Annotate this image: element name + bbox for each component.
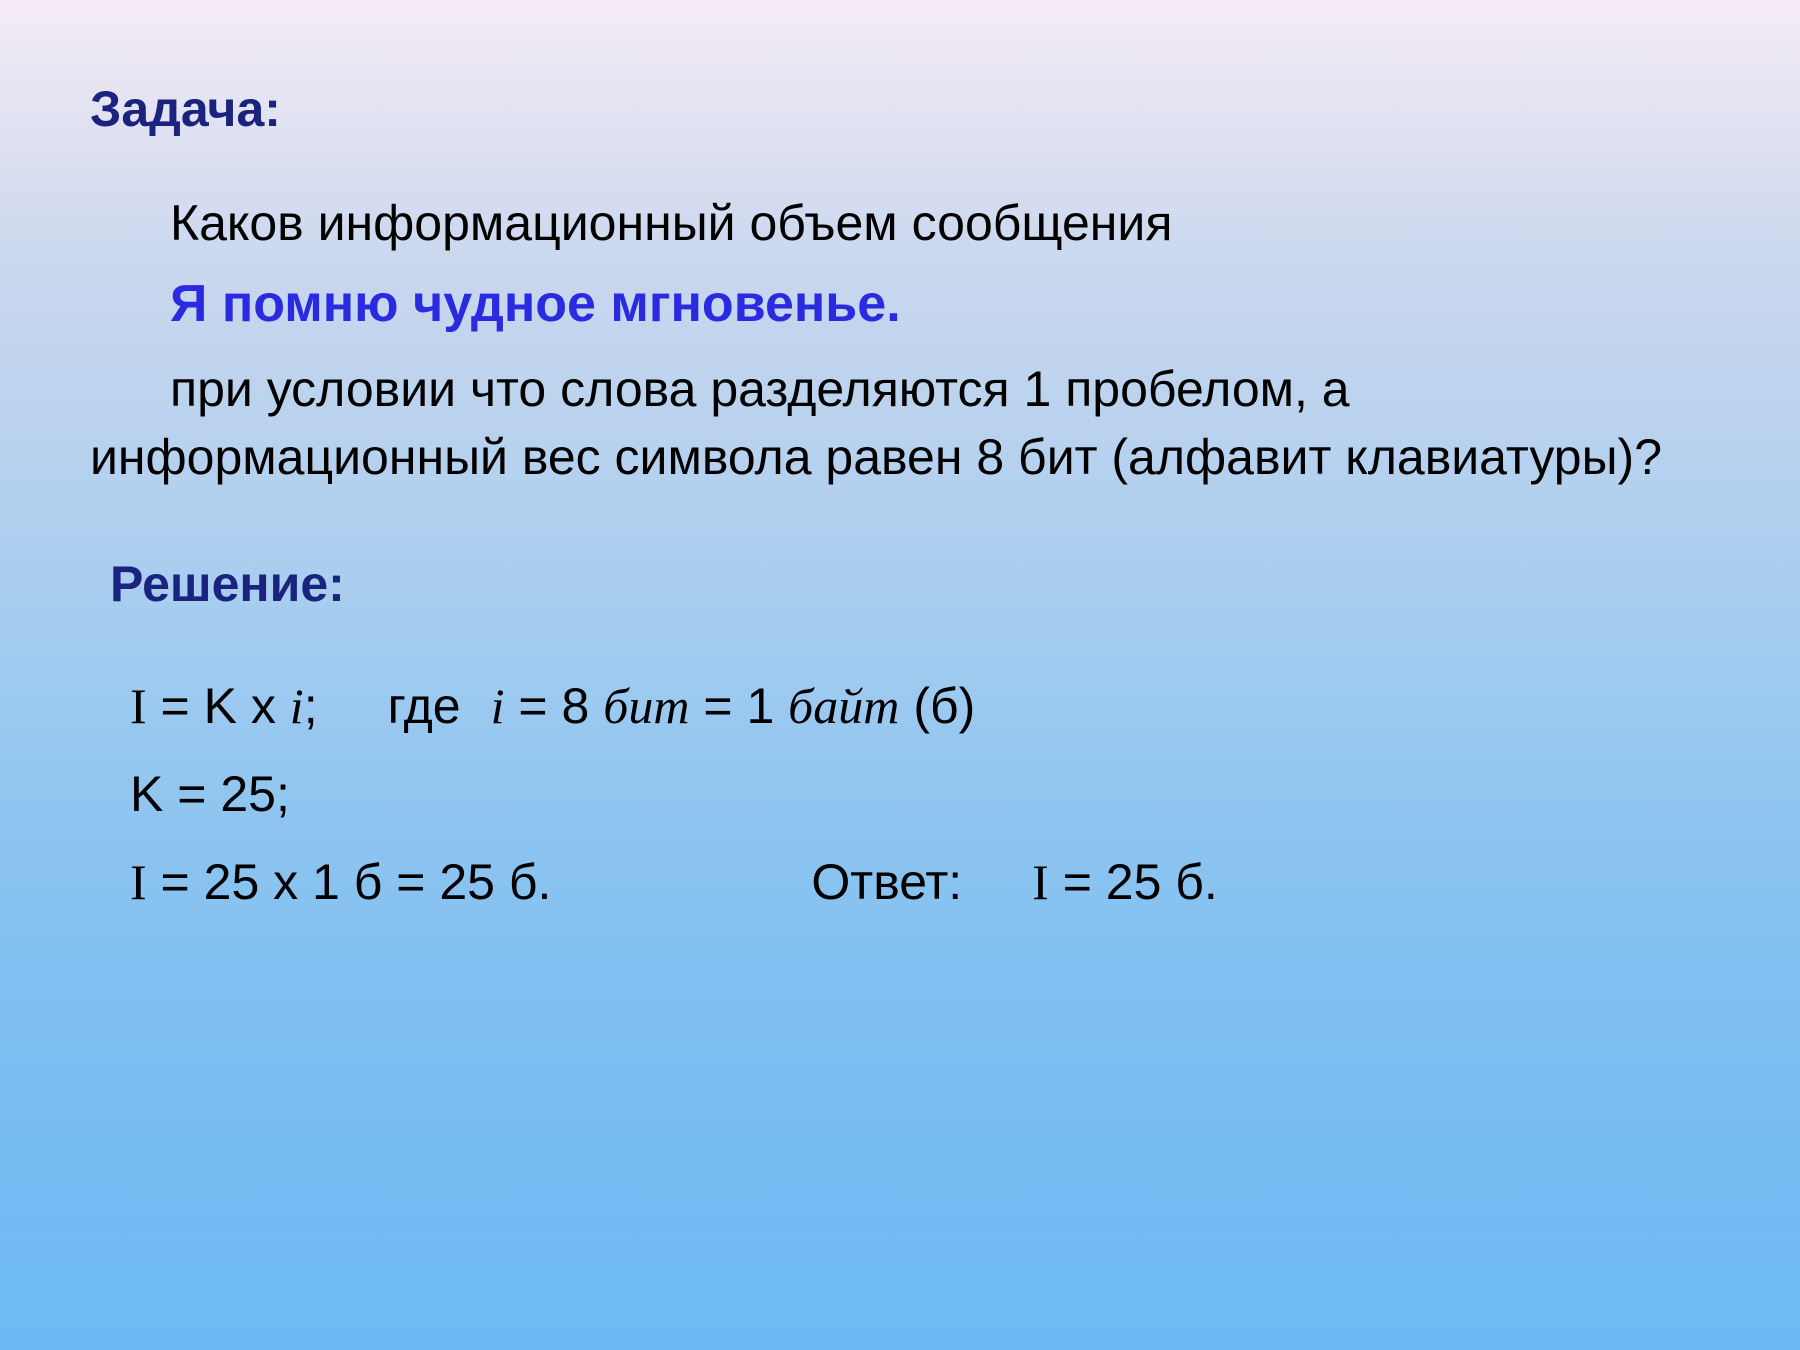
- var-i-2: i: [491, 678, 505, 734]
- var-I-2: I: [130, 854, 147, 910]
- answer-label: Ответ:: [811, 853, 962, 911]
- question-line-2: при условии что слова разделяются 1 проб…: [90, 356, 1710, 491]
- question-part2-indent: при условии что слова разделяются 1 проб…: [170, 361, 1350, 417]
- solution-line-1: I = K x i;гдеi = 8 бит = 1 байт (б): [130, 677, 1710, 735]
- eq-2: =: [504, 678, 561, 734]
- solution-block: I = K x i;гдеi = 8 бит = 1 байт (б) K = …: [130, 677, 1710, 911]
- quoted-message: Я помню чудное мгновенье.: [170, 274, 1710, 334]
- eq-Kx: = K x: [147, 678, 290, 734]
- val-8: 8: [561, 678, 589, 734]
- unit-bit: бит: [603, 678, 689, 734]
- val-1: 1: [746, 678, 774, 734]
- solution-line-2: K = 25;: [130, 765, 1710, 823]
- solution-line-3: I = 25 x 1 б = 25 б. Ответ: I = 25 б.: [130, 853, 1710, 911]
- question-line-1: Каков информационный объем сообщения: [170, 194, 1710, 252]
- solution-heading: Решение:: [110, 555, 1710, 613]
- task-heading: Задача:: [90, 80, 1710, 138]
- var-I: I: [130, 678, 147, 734]
- eq-3: =: [689, 678, 746, 734]
- answer-value: = 25 б.: [1049, 854, 1218, 910]
- paren-b: (б): [899, 678, 975, 734]
- slide: Задача: Каков информационный объем сообщ…: [0, 0, 1800, 1350]
- problem-block: Каков информационный объем сообщения Я п…: [90, 194, 1710, 491]
- question-part2-rest: информационный вес символа равен 8 бит (…: [90, 429, 1662, 485]
- where-label: где: [388, 678, 461, 734]
- calc-rest: = 25 x 1 б = 25 б.: [147, 854, 552, 910]
- var-i-1: i: [290, 678, 304, 734]
- unit-byte: байт: [788, 678, 899, 734]
- semicolon: ;: [304, 678, 318, 734]
- answer-var-I: I: [1032, 854, 1049, 910]
